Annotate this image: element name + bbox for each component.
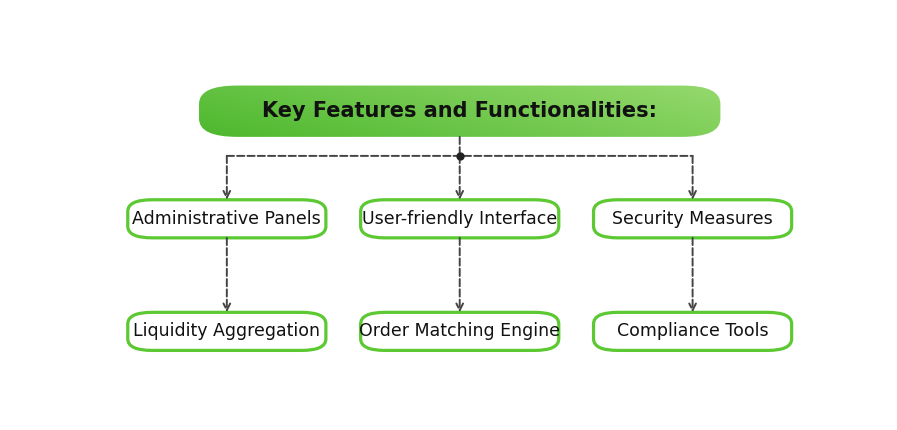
FancyBboxPatch shape xyxy=(361,312,559,350)
Text: Order Matching Engine: Order Matching Engine xyxy=(359,322,561,341)
Text: Compliance Tools: Compliance Tools xyxy=(617,322,769,341)
FancyBboxPatch shape xyxy=(594,312,792,350)
Text: Liquidity Aggregation: Liquidity Aggregation xyxy=(134,322,320,341)
Text: Key Features and Functionalities:: Key Features and Functionalities: xyxy=(262,101,658,121)
FancyBboxPatch shape xyxy=(127,200,326,238)
FancyBboxPatch shape xyxy=(127,312,326,350)
Text: Security Measures: Security Measures xyxy=(613,210,773,228)
FancyBboxPatch shape xyxy=(594,200,792,238)
FancyBboxPatch shape xyxy=(361,200,559,238)
Text: Administrative Panels: Administrative Panels xyxy=(133,210,321,228)
Text: User-friendly Interface: User-friendly Interface xyxy=(362,210,557,228)
